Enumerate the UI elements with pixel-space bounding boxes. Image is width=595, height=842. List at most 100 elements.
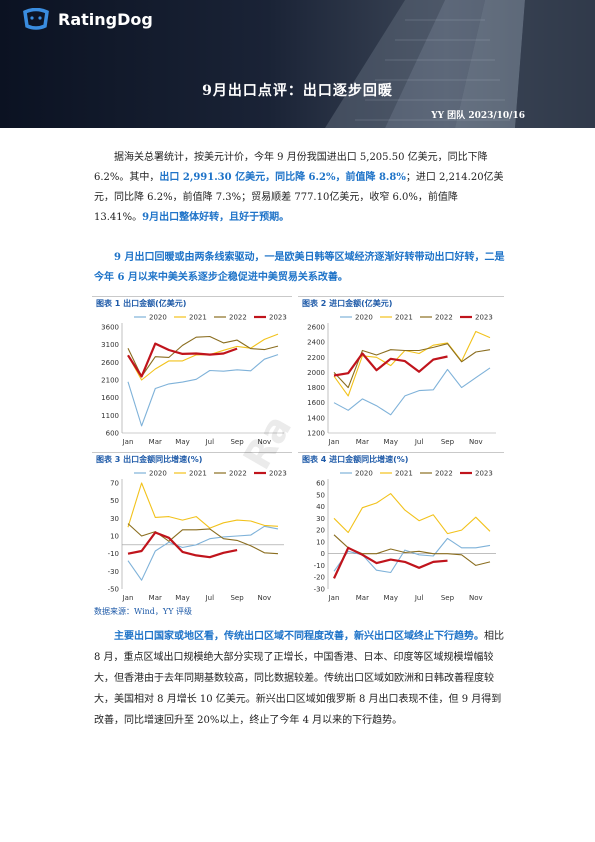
x-tick-label: May [383, 438, 397, 446]
chart-title: 图表 3 出口金额同比增速(%) [96, 455, 203, 464]
y-tick-label: 2600 [307, 324, 325, 332]
legend-label: 2023 [475, 470, 493, 478]
y-tick-label: 40 [316, 503, 325, 511]
legend-label: 2023 [269, 470, 287, 478]
line-chart-svg: 600 1100 1600 2100 2600 3100 3600 Jan Mar May Jul S… [101, 314, 287, 447]
brand-logo: RatingDog [22, 8, 153, 30]
x-tick-label: Jan [328, 594, 340, 602]
intro-text-2: ；进口 2,214.20亿美元，同比降 6.2%，前值降 7.3%；贸易顺差 7… [94, 172, 504, 223]
building-skyline-image [325, 0, 595, 128]
y-tick-label: 30 [316, 515, 325, 523]
x-tick-label: Nov [469, 438, 483, 446]
legend-label: 2020 [149, 314, 167, 322]
y-tick-label: 30 [110, 515, 119, 523]
series-line-2023 [333, 352, 448, 377]
y-tick-label: -10 [314, 562, 325, 570]
dog-logo-icon [23, 8, 49, 30]
data-source-note: 数据来源：Wind，YY 评级 [94, 607, 193, 616]
intro-highlight-summary: 9月出口整体好转，且好于预期。 [142, 212, 290, 223]
series-line-2023 [127, 531, 238, 559]
chart-title: 图表 1 出口金额(亿美元) [96, 299, 187, 308]
series-line-2022 [127, 523, 279, 555]
series-line-2022 [333, 534, 491, 566]
legend-label: 2021 [189, 470, 207, 478]
x-tick-label: Sep [230, 438, 244, 446]
y-tick-label: 1400 [307, 414, 325, 422]
report-header: RatingDog 9月出口点评：出口逐步回暖 YY 团队 2023/10/16 [0, 0, 595, 128]
legend-label: 2020 [355, 314, 373, 322]
y-tick-label: 10 [316, 538, 325, 546]
legend-label: 2022 [229, 470, 247, 478]
x-tick-label: Mar [149, 594, 162, 602]
driver-paragraph: 9 月出口回暖或由两条线索驱动，一是欧美日韩等区域经济逐渐好转带动出口好转，二是… [94, 252, 505, 283]
y-tick-label: 50 [316, 491, 325, 499]
y-tick-label: 50 [110, 497, 119, 505]
x-tick-label: Sep [441, 594, 455, 602]
import-yoy-chart: 图表 4 进口金额同比增速(%) -30 -20 -10 0 10 20 30 40 50 60 J… [298, 452, 504, 605]
line-chart-svg: -30 -20 -10 0 10 20 30 40 50 60 Jan Mar May Jul Sep Nov… [314, 470, 496, 602]
y-tick-label: 3100 [101, 341, 119, 349]
x-tick-label: Jul [414, 594, 424, 602]
region-lead: 主要出口国家或地区看，传统出口区域不同程度改善，新兴出口区域终止下行趋势。 [114, 631, 484, 642]
legend-label: 2021 [189, 314, 207, 322]
legend-label: 2023 [269, 314, 287, 322]
legend-label: 2021 [395, 314, 413, 322]
export-amount-chart: 图表 1 出口金额(亿美元) 600 1100 1600 2100 2600 3100 36… [92, 296, 292, 449]
legend-label: 2023 [475, 314, 493, 322]
report-byline: YY 团队 2023/10/16 [431, 111, 525, 121]
x-tick-label: Nov [258, 594, 272, 602]
y-tick-label: 1600 [101, 394, 119, 402]
legend-label: 2022 [229, 314, 247, 322]
region-paragraph: 主要出口国家或地区看，传统出口区域不同程度改善，新兴出口区域终止下行趋势。相比 … [94, 626, 506, 731]
y-tick-label: 600 [106, 430, 119, 438]
legend-label: 2022 [435, 470, 453, 478]
x-tick-label: Sep [441, 438, 455, 446]
series-line-2021 [333, 493, 491, 535]
legend-label: 2022 [435, 314, 453, 322]
x-tick-label: Nov [469, 594, 483, 602]
x-tick-label: May [175, 594, 189, 602]
intro-paragraph: 据海关总署统计，按美元计价，今年 9 月份我国进出口 5,205.50 亿美元，… [94, 148, 506, 228]
series-line-2021 [127, 482, 279, 529]
y-tick-label: 70 [110, 480, 119, 488]
x-tick-label: Jul [414, 438, 424, 446]
y-tick-label: -10 [108, 550, 119, 558]
series-line-2023 [333, 546, 448, 579]
x-tick-label: Mar [356, 438, 369, 446]
series-line-2023 [127, 342, 238, 378]
chart-title: 图表 2 进口金额(亿美元) [302, 299, 393, 308]
y-tick-label: 60 [316, 480, 325, 488]
y-tick-label: 1600 [307, 399, 325, 407]
intro-highlight-export: 出口 2,991.30 亿美元，同比降 6.2%，前值降 8.8% [159, 172, 406, 183]
y-tick-label: 2000 [307, 369, 325, 377]
y-tick-label: -30 [108, 568, 119, 576]
export-yoy-chart: 图表 3 出口金额同比增速(%) -50 -30 -10 10 30 50 70 Jan Mar… [92, 452, 292, 605]
y-tick-label: 0 [321, 550, 325, 558]
y-tick-label: -20 [314, 574, 325, 582]
series-line-2020 [127, 354, 279, 427]
x-tick-label: Nov [258, 438, 272, 446]
y-tick-label: 2100 [101, 377, 119, 385]
legend-label: 2020 [149, 470, 167, 478]
series-line-2020 [333, 537, 491, 574]
y-tick-label: -50 [108, 586, 119, 594]
y-tick-label: 1800 [307, 384, 325, 392]
report-title: 9月出口点评：出口逐步回暖 [202, 83, 393, 99]
x-tick-label: Jul [205, 594, 215, 602]
x-tick-label: May [175, 438, 189, 446]
series-line-2021 [333, 330, 491, 397]
chart-title: 图表 4 进口金额同比增速(%) [302, 455, 409, 464]
import-amount-chart: 图表 2 进口金额(亿美元) 1200 1400 1600 1800 2000 2200 2… [298, 296, 504, 449]
x-tick-label: Jan [122, 438, 134, 446]
x-tick-label: Mar [149, 438, 162, 446]
y-tick-label: 2400 [307, 339, 325, 347]
x-tick-label: Sep [230, 594, 244, 602]
x-tick-label: May [383, 594, 397, 602]
y-tick-label: 1100 [101, 412, 119, 420]
y-tick-label: 2600 [101, 359, 119, 367]
y-tick-label: 1200 [307, 430, 325, 438]
y-tick-label: 2200 [307, 354, 325, 362]
series-line-2022 [127, 335, 279, 378]
intro-text-1: 据海关总署统计，按美元计价，今年 9 月份我国进出口 5,205.50 亿美元，… [94, 152, 488, 183]
x-tick-label: Mar [356, 594, 369, 602]
